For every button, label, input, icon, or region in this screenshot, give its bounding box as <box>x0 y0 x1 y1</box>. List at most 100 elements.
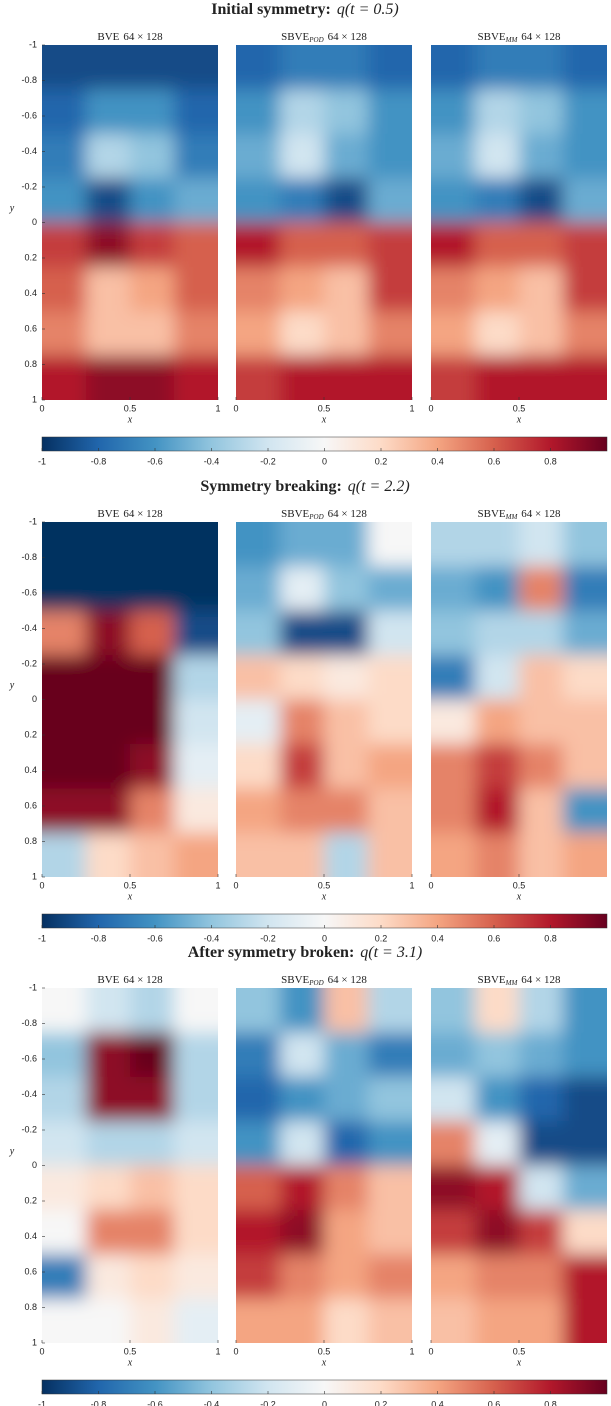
colorbar-tick-label: -1 <box>38 933 46 943</box>
heatmap-cell <box>519 178 564 224</box>
heatmap-cell <box>324 1254 369 1300</box>
x-tick-label: 0.5 <box>318 1346 331 1356</box>
y-tick-label: -1 <box>29 982 37 992</box>
y-tick-label: -0.6 <box>21 1053 37 1063</box>
y-tick-label: -0.2 <box>21 658 37 668</box>
heatmap-cell <box>563 311 607 357</box>
heatmap-cells <box>42 522 218 877</box>
heatmap-cell <box>431 178 476 224</box>
heatmap-cell <box>475 222 520 268</box>
heatmap-cell <box>130 655 175 701</box>
grid-size: 64 × 128 <box>521 508 561 520</box>
y-tick-label: 1 <box>32 394 37 404</box>
heatmap-cell <box>519 45 564 91</box>
heatmap-cell <box>86 566 131 612</box>
heatmap-cell <box>324 178 369 224</box>
heatmap-cell <box>475 832 520 877</box>
heatmap-cell <box>519 89 564 135</box>
heatmap-cell <box>431 655 476 701</box>
heatmap-cell <box>324 522 369 568</box>
heatmap-cell <box>563 1254 607 1300</box>
heatmap-cell <box>519 655 564 701</box>
heatmap-cell <box>280 266 325 313</box>
heatmap-cell <box>324 1165 369 1211</box>
x-tick-label: 0 <box>39 403 44 413</box>
heatmap-cell <box>130 1076 175 1123</box>
heatmap-cells <box>42 45 218 400</box>
x-axis-label: x <box>321 414 327 425</box>
heatmap-cell <box>174 788 218 834</box>
heatmap-cell <box>368 743 412 790</box>
heatmap-cell <box>236 655 281 701</box>
heatmap-cell <box>324 355 369 400</box>
heatmap-cell <box>475 566 520 612</box>
heatmap-cell <box>563 699 607 745</box>
x-tick-label: 1 <box>409 1346 414 1356</box>
heatmap-cell <box>280 522 325 568</box>
heatmap-cell <box>563 566 607 612</box>
heatmap-cell <box>563 1298 607 1343</box>
chart-title: Symmetry breaking: q(t = 2.2) <box>200 478 409 495</box>
heatmap-cell <box>475 1076 520 1123</box>
model-subscript: POD <box>308 979 323 987</box>
heatmap-cell <box>431 45 476 91</box>
x-tick-label: 0.5 <box>513 403 526 413</box>
colorbar-tick-label: 0.2 <box>375 456 388 466</box>
y-tick-label: 0.4 <box>24 1231 37 1241</box>
heatmap-cell <box>519 1076 564 1123</box>
heatmap-cell <box>86 178 131 224</box>
colorbar-tick-label: -0.2 <box>260 933 276 943</box>
heatmap-cell <box>519 1165 564 1211</box>
heatmap-cell <box>324 610 369 657</box>
heatmap-cell <box>280 699 325 745</box>
heatmap-cell <box>174 610 218 657</box>
heatmap-cell <box>519 566 564 612</box>
heatmap-cell <box>130 311 175 357</box>
title-text: Symmetry breaking: <box>200 478 341 495</box>
heatmap-cell <box>475 699 520 745</box>
heatmap-cell <box>519 743 564 790</box>
x-tick-label: 1 <box>215 880 220 890</box>
x-axis-label: x <box>127 1357 133 1368</box>
heatmap-cell <box>563 610 607 657</box>
heatmap-cell <box>475 655 520 701</box>
heatmap-cell <box>475 1121 520 1167</box>
heatmap-cell <box>324 743 369 790</box>
heatmap-cell <box>475 522 520 568</box>
heatmap-cell <box>86 311 131 357</box>
heatmap-cell <box>519 311 564 357</box>
heatmap-cell <box>431 1254 476 1300</box>
heatmap-cell <box>174 311 218 357</box>
heatmap-cell <box>431 1032 476 1078</box>
heatmap-cell <box>563 832 607 877</box>
grid-size: 64 × 128 <box>123 974 163 986</box>
heatmap-cell <box>236 1165 281 1211</box>
title-math: q(t = 2.2) <box>348 478 410 495</box>
heatmap-cell <box>280 743 325 790</box>
heatmap-cell <box>519 522 564 568</box>
colorbar-tick-label: 0.2 <box>375 933 388 943</box>
heatmap-cell <box>174 1121 218 1167</box>
x-axis-label: x <box>127 414 133 425</box>
colorbar-tick-label: 0.8 <box>544 456 557 466</box>
heatmap <box>236 988 412 1343</box>
heatmap-cell <box>324 1209 369 1256</box>
heatmap-cell <box>280 355 325 400</box>
heatmap-cell <box>368 266 412 313</box>
heatmap <box>42 522 218 877</box>
model-name: SBVE <box>477 508 505 520</box>
y-tick-label: 1 <box>32 1337 37 1347</box>
x-tick-label: 0 <box>428 403 433 413</box>
heatmap-cell <box>86 133 131 180</box>
heatmap-cell <box>519 699 564 745</box>
y-tick-label: 0.8 <box>24 359 37 369</box>
heatmap-cell <box>174 988 218 1034</box>
heatmap-cells <box>236 522 412 877</box>
heatmap-cell <box>324 45 369 91</box>
heatmap-cell <box>368 1298 412 1343</box>
heatmap-cell <box>86 222 131 268</box>
heatmap-cell <box>431 355 476 400</box>
x-tick-label: 0.5 <box>318 403 331 413</box>
heatmap-cell <box>324 1032 369 1078</box>
panel-title: SBVEMM 64 × 128 <box>477 508 561 521</box>
